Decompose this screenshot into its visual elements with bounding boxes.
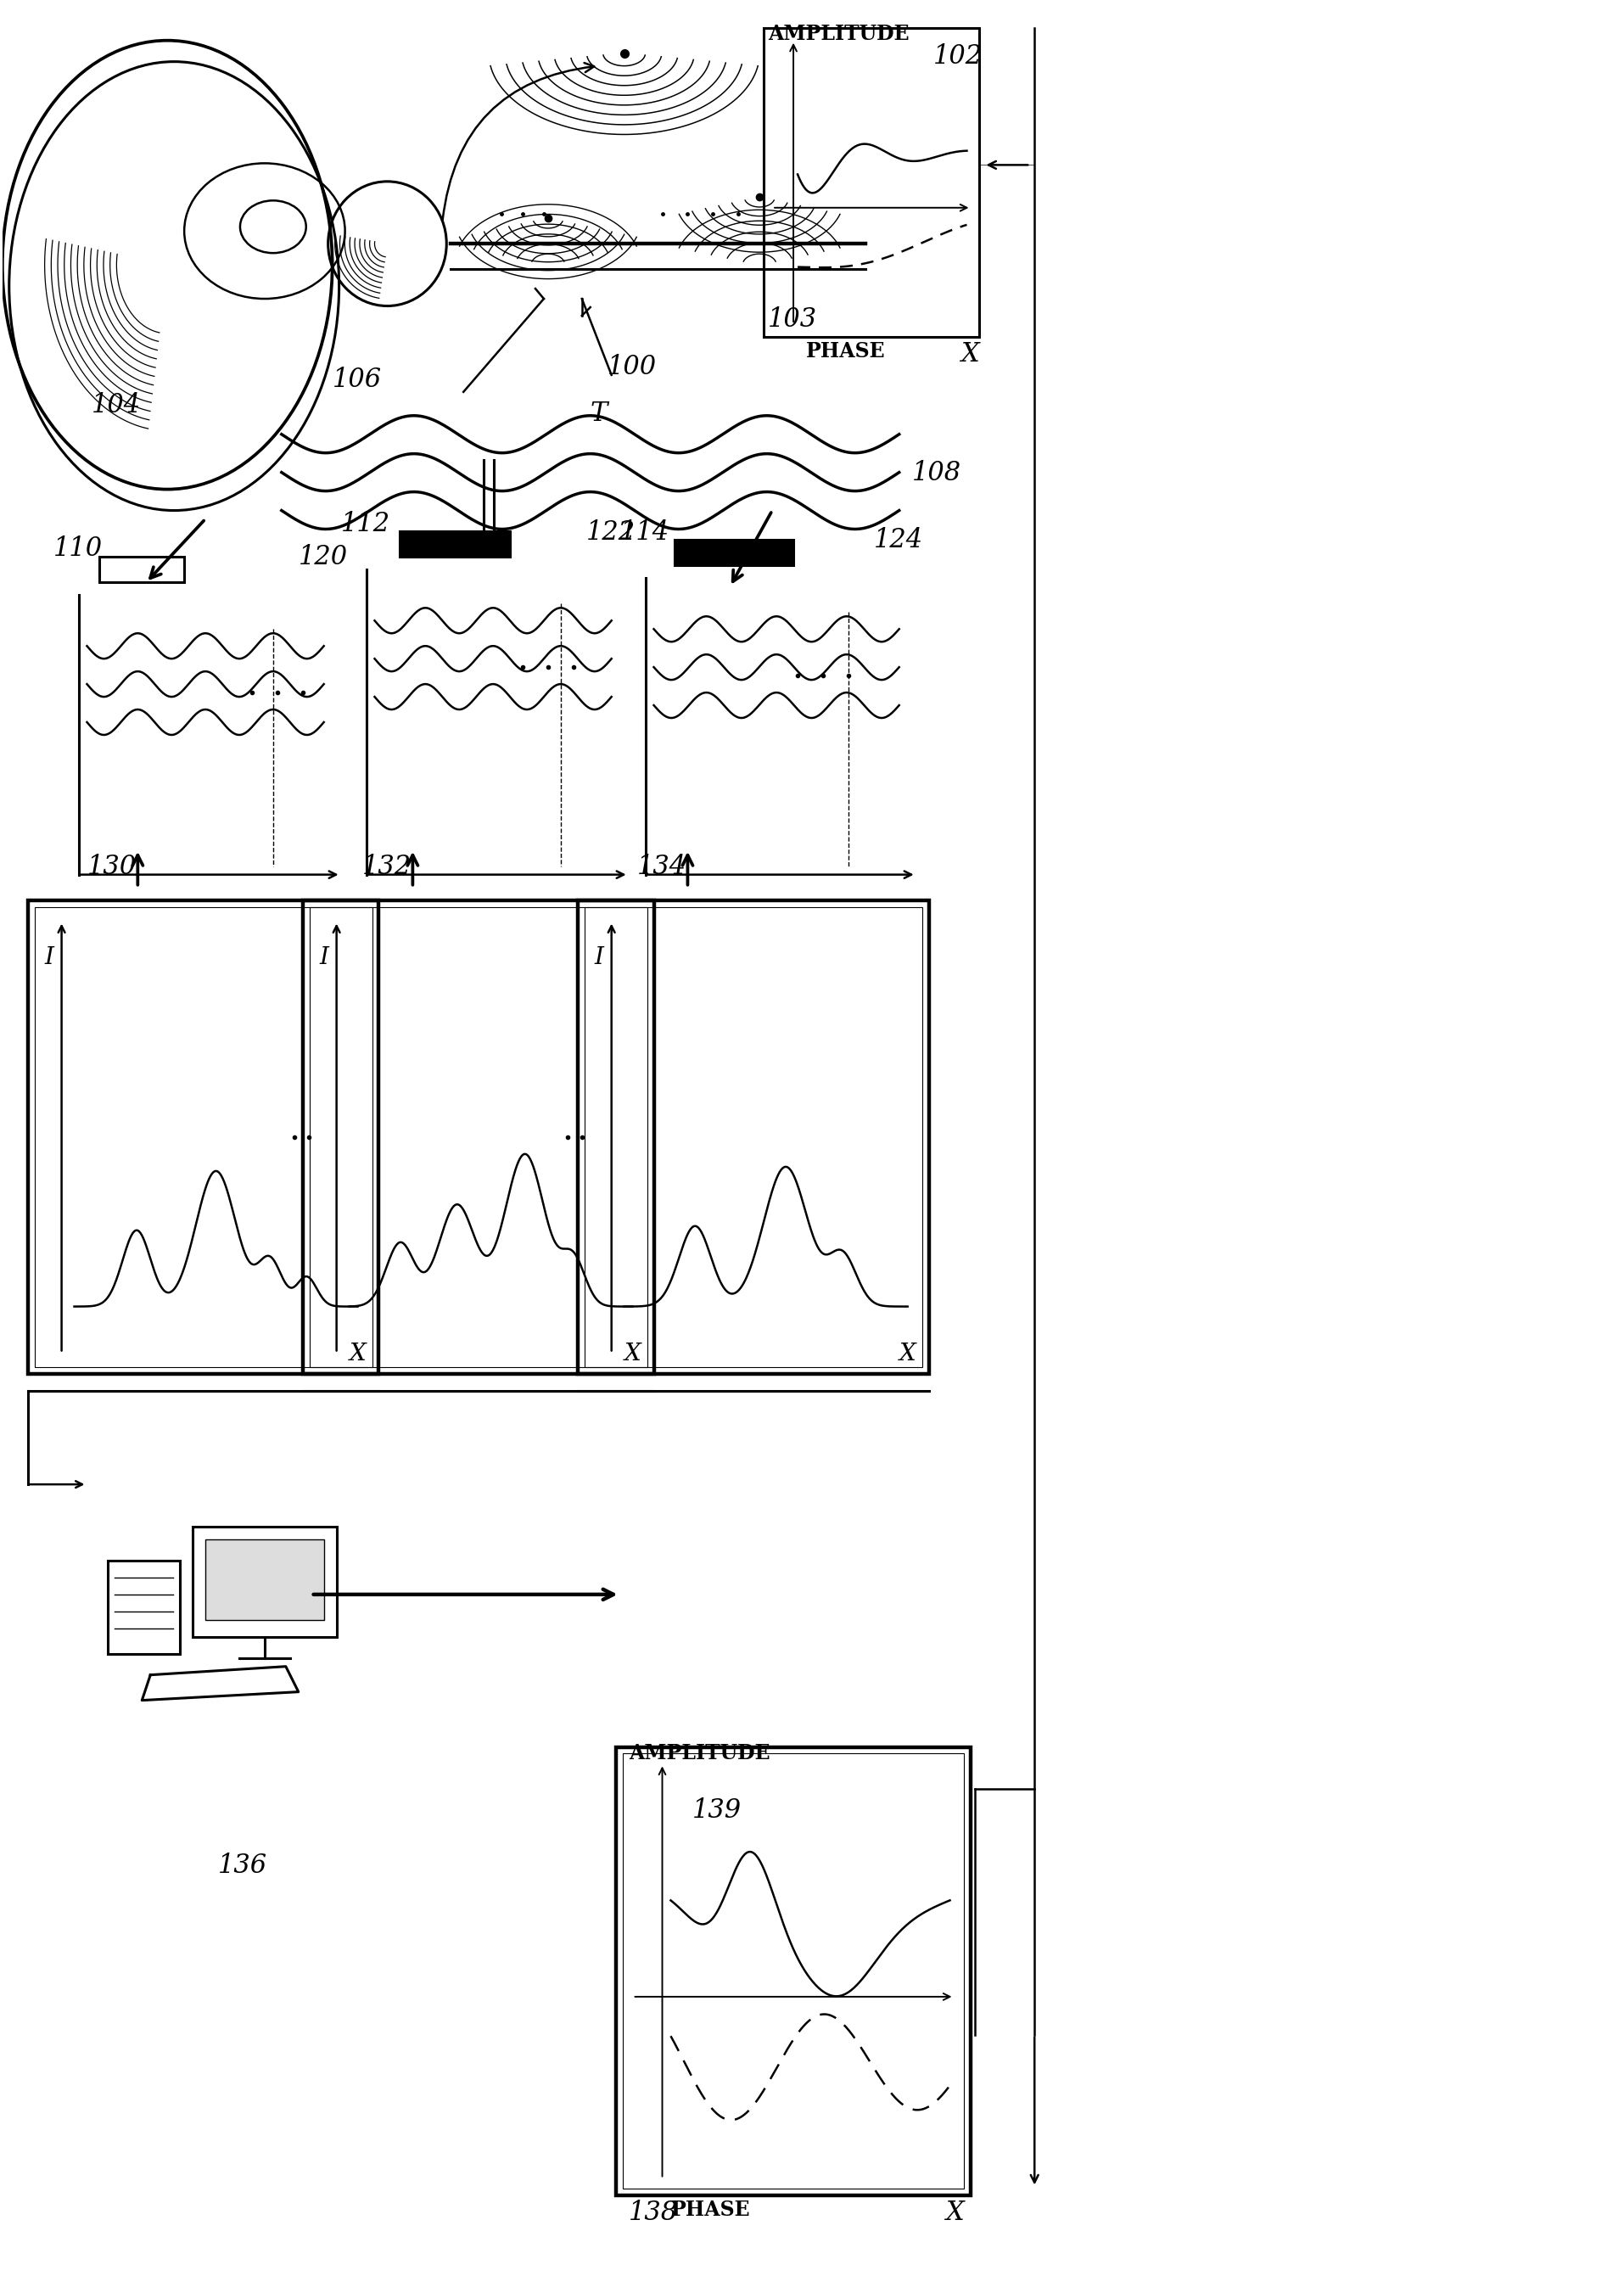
Text: 100: 100 [607, 353, 656, 380]
Text: 103: 103 [768, 307, 817, 332]
Text: PHASE: PHASE [806, 341, 885, 362]
Text: I: I [320, 947, 328, 970]
Text: 102: 102 [932, 43, 983, 68]
Text: 114: 114 [620, 519, 669, 546]
Bar [302, 899, 653, 1375]
Text: 138: 138 [628, 2201, 677, 2226]
Text: X: X [960, 341, 979, 366]
Bar [585, 906, 921, 1368]
Text: 139: 139 [692, 1798, 741, 1823]
Text: 108: 108 [911, 460, 961, 487]
Text: PHASE: PHASE [671, 2201, 750, 2221]
Text: 104: 104 [91, 391, 140, 419]
Bar [28, 899, 378, 1375]
Bar [578, 899, 929, 1375]
Bar [99, 558, 184, 583]
Text: 120: 120 [299, 544, 348, 571]
Text: X: X [945, 2201, 963, 2226]
Text: AMPLITUDE: AMPLITUDE [768, 23, 909, 43]
Text: X: X [349, 1343, 365, 1366]
Text: 110: 110 [54, 535, 102, 562]
Bar [109, 1561, 180, 1655]
Text: 134: 134 [637, 854, 685, 881]
Bar [400, 533, 510, 558]
Text: X: X [898, 1343, 916, 1366]
Text: X: X [624, 1343, 640, 1366]
Text: 112: 112 [341, 510, 390, 537]
Text: 124: 124 [874, 528, 922, 553]
Bar [674, 539, 793, 564]
Text: 106: 106 [333, 366, 382, 394]
Text: AMPLITUDE: AMPLITUDE [628, 1743, 770, 1764]
Bar [205, 1539, 323, 1621]
Text: 136: 136 [218, 1853, 268, 1880]
Text: I: I [44, 947, 54, 970]
Bar [622, 1755, 963, 2190]
Text: I: I [594, 947, 604, 970]
Text: 132: 132 [362, 854, 411, 881]
Text: 130: 130 [88, 854, 136, 881]
Bar [193, 1527, 336, 1636]
Bar [34, 906, 372, 1368]
Text: 122: 122 [586, 519, 635, 546]
Bar [763, 27, 979, 337]
Bar [309, 906, 646, 1368]
Text: T: T [590, 401, 607, 426]
Bar [615, 1748, 971, 2196]
